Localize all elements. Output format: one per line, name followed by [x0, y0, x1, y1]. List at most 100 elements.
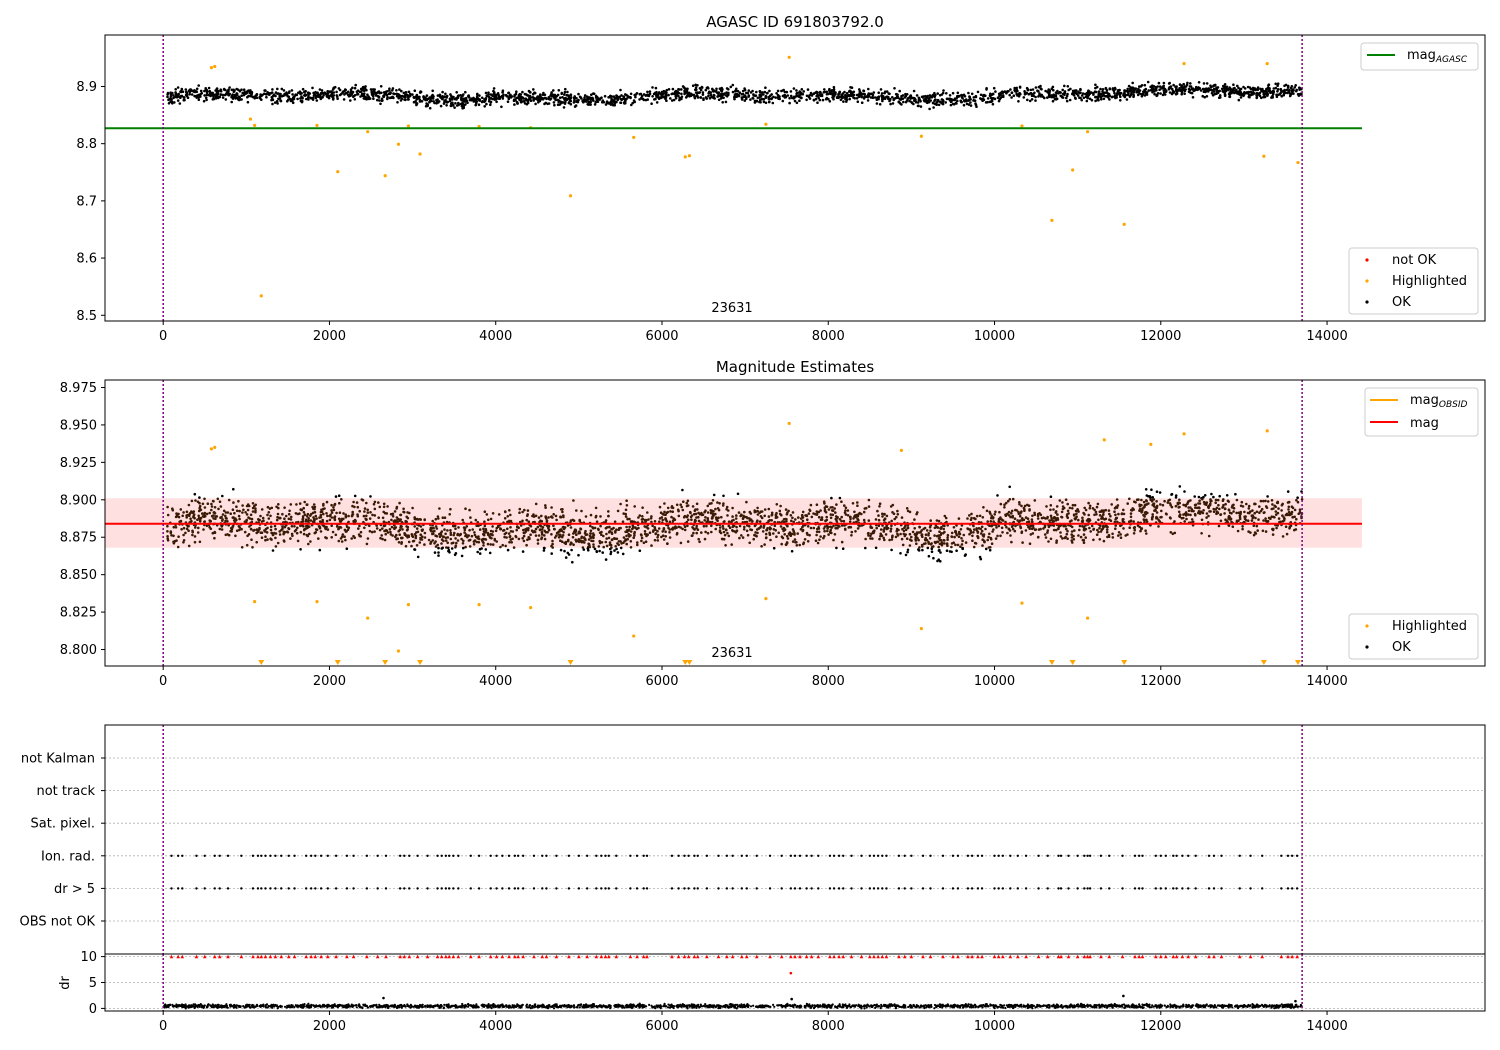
agasc-ok-point [896, 93, 899, 97]
magnitude-ok-point [166, 513, 170, 517]
agasc-ok-point [760, 98, 763, 101]
magnitude-ok-point [222, 509, 226, 513]
magnitude-ok-point [328, 518, 332, 522]
agasc-ok-point [827, 97, 830, 101]
magnitude-ok-point [749, 518, 753, 521]
magnitude-ok-point [1061, 537, 1064, 540]
magnitude-ok-point [1231, 525, 1235, 528]
magnitude-ok-point [785, 517, 788, 521]
magnitude-ok-point [885, 514, 889, 518]
agasc-ok-point [1119, 99, 1122, 102]
magnitude-ok-point [590, 539, 593, 543]
magnitude-ok-point [182, 511, 185, 514]
magnitude-ok-point [1088, 506, 1092, 510]
agasc-ok-point [774, 96, 777, 99]
magnitude-ok-point [356, 505, 360, 509]
agasc-highlighted-point [209, 66, 214, 70]
magnitude-ok-point [644, 540, 648, 543]
agasc-highlighted-point [366, 130, 370, 134]
agasc-ok-point [922, 95, 925, 98]
agasc-ok-point [1065, 94, 1069, 98]
magnitude-ok-point [240, 527, 243, 531]
magnitude-ok-point [637, 516, 640, 519]
agasc-ok-point [497, 95, 501, 99]
agasc-ok-point [536, 98, 540, 102]
agasc-ok-point [1034, 95, 1037, 99]
magnitude-ok-point [625, 542, 628, 546]
magnitude-ok-point [938, 530, 941, 533]
agasc-ok-point [1013, 88, 1016, 92]
magnitude-ok-point [608, 530, 612, 533]
agasc-ok-point [1189, 82, 1192, 85]
agasc-ok-point [655, 101, 659, 104]
agasc-ok-point [933, 95, 936, 98]
magnitude-ok-point [264, 535, 267, 538]
magnitude-ok-point [262, 519, 265, 522]
magnitude-ok-point [437, 517, 440, 520]
agasc-ok-point [219, 93, 222, 96]
agasc-ok-point [424, 96, 427, 99]
agasc-ok-point [984, 101, 988, 104]
agasc-ok-point [630, 103, 633, 107]
magnitude-ok-point [192, 514, 195, 518]
agasc-ok-point [378, 99, 381, 102]
magnitude-ok-point [241, 511, 244, 514]
magnitude-ok-point [297, 520, 300, 524]
agasc-ok-point [246, 100, 250, 104]
agasc-ok-point [569, 99, 573, 103]
agasc-ok-point [720, 95, 723, 99]
magnitude-ok-point [818, 538, 821, 541]
agasc-ok-point [1143, 83, 1147, 87]
agasc-ok-point [699, 96, 702, 99]
agasc-ok-point [1108, 87, 1112, 90]
agasc-ok-point [1131, 86, 1134, 89]
agasc-ok-point [769, 94, 772, 97]
agasc-ok-point [402, 91, 406, 95]
agasc-ok-point [610, 97, 613, 101]
agasc-ok-point [1285, 88, 1289, 92]
agasc-ok-point [990, 99, 993, 103]
agasc-ok-point [1114, 96, 1117, 100]
agasc-ok-point [912, 96, 916, 100]
agasc-ok-point [1280, 94, 1283, 98]
agasc-ok-point [922, 98, 926, 102]
magnitude-ok-point [970, 512, 973, 516]
magnitude-ok-point [446, 536, 450, 539]
magnitude-ok-point [474, 518, 478, 522]
magnitude-ok-point [877, 524, 881, 527]
magnitude-ok-point [706, 517, 710, 520]
magnitude-ok-point [964, 541, 968, 544]
agasc-ok-point [396, 94, 400, 97]
agasc-ok-point [1047, 88, 1050, 91]
magnitude-ok-point [724, 544, 727, 547]
agasc-ok-point [973, 99, 977, 102]
magnitude-ok-point [822, 527, 826, 530]
agasc-ok-point [443, 99, 446, 103]
magnitude-ok-point [540, 528, 544, 531]
agasc-ok-point [331, 95, 334, 99]
magnitude-ok-point [1276, 524, 1279, 527]
agasc-ok-point [1113, 91, 1116, 95]
agasc-ok-point [897, 100, 900, 104]
agasc-ok-point [792, 87, 796, 90]
magnitude-ok-point [245, 504, 249, 508]
agasc-ok-point [379, 102, 382, 106]
magnitude-ok-point [881, 512, 884, 516]
agasc-ok-point [1010, 96, 1013, 99]
magnitude-ok-point [849, 525, 853, 529]
agasc-ok-point [1026, 98, 1029, 102]
magnitude-ok-point [905, 507, 909, 510]
magnitude-ok-point [867, 534, 870, 537]
magnitude-ok-point [781, 536, 785, 540]
agasc-ok-point [211, 91, 214, 95]
magnitude-ok-point [844, 509, 847, 512]
magnitude-ok-point [491, 525, 494, 528]
magnitude-ok-point [610, 527, 613, 531]
magnitude-ok-point [182, 539, 186, 542]
agasc-ok-point [1119, 91, 1123, 95]
agasc-ok-point [1222, 84, 1225, 88]
magnitude-ok-point [237, 499, 240, 503]
agasc-ok-point [240, 94, 243, 97]
magnitude-ok-point [273, 524, 277, 528]
agasc-ok-point [694, 83, 697, 87]
